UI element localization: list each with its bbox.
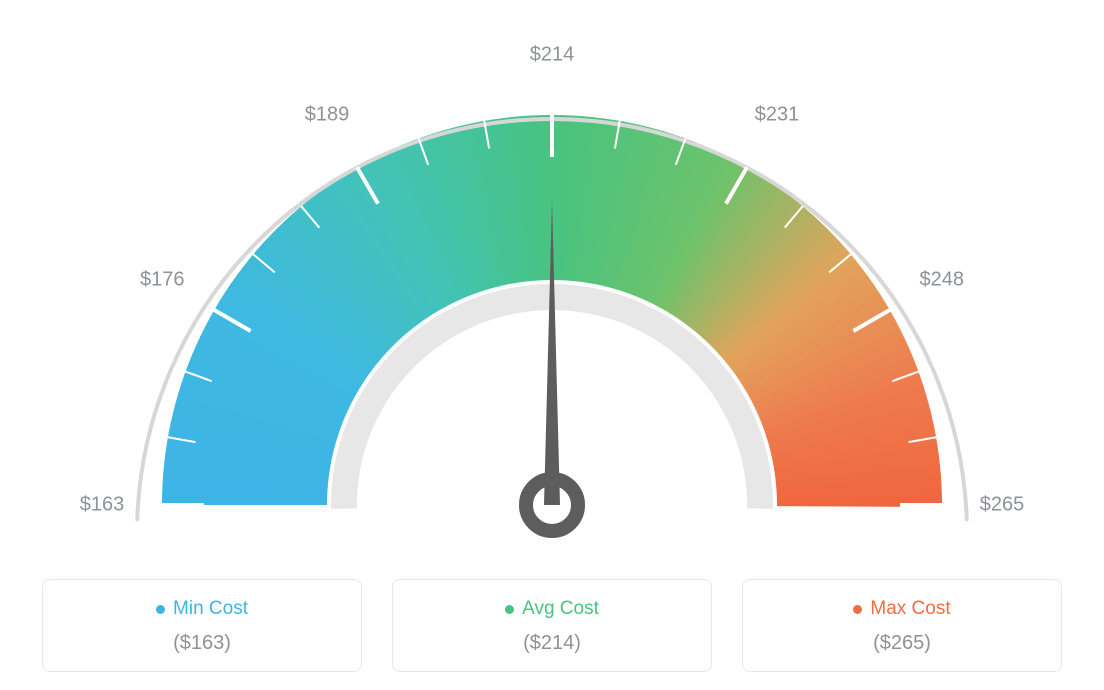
legend-card-min: Min Cost ($163) xyxy=(42,579,362,672)
legend-max-value: ($265) xyxy=(753,632,1051,655)
dot-icon xyxy=(156,605,165,614)
gauge-tick-label: $176 xyxy=(140,269,185,292)
dot-icon xyxy=(505,605,514,614)
cost-gauge: $163 $176 $189 $214 $231 $248 $265 xyxy=(2,10,1102,570)
gauge-tick-label: $163 xyxy=(80,494,125,517)
gauge-tick-label: $248 xyxy=(919,269,964,292)
legend-min-value: ($163) xyxy=(53,632,351,655)
gauge-tick-label: $189 xyxy=(305,104,350,127)
gauge-tick-label: $231 xyxy=(755,104,800,127)
legend-min-label: Min Cost xyxy=(173,598,248,620)
gauge-tick-label: $265 xyxy=(980,494,1025,517)
legend-row: Min Cost ($163) Avg Cost ($214) Max Cost… xyxy=(0,579,1104,672)
legend-card-avg: Avg Cost ($214) xyxy=(392,579,712,672)
legend-avg-label: Avg Cost xyxy=(522,598,599,620)
dot-icon xyxy=(853,605,862,614)
legend-card-max: Max Cost ($265) xyxy=(742,579,1062,672)
legend-max-label: Max Cost xyxy=(870,598,950,620)
gauge-tick-label: $214 xyxy=(530,44,575,67)
legend-avg-value: ($214) xyxy=(403,632,701,655)
